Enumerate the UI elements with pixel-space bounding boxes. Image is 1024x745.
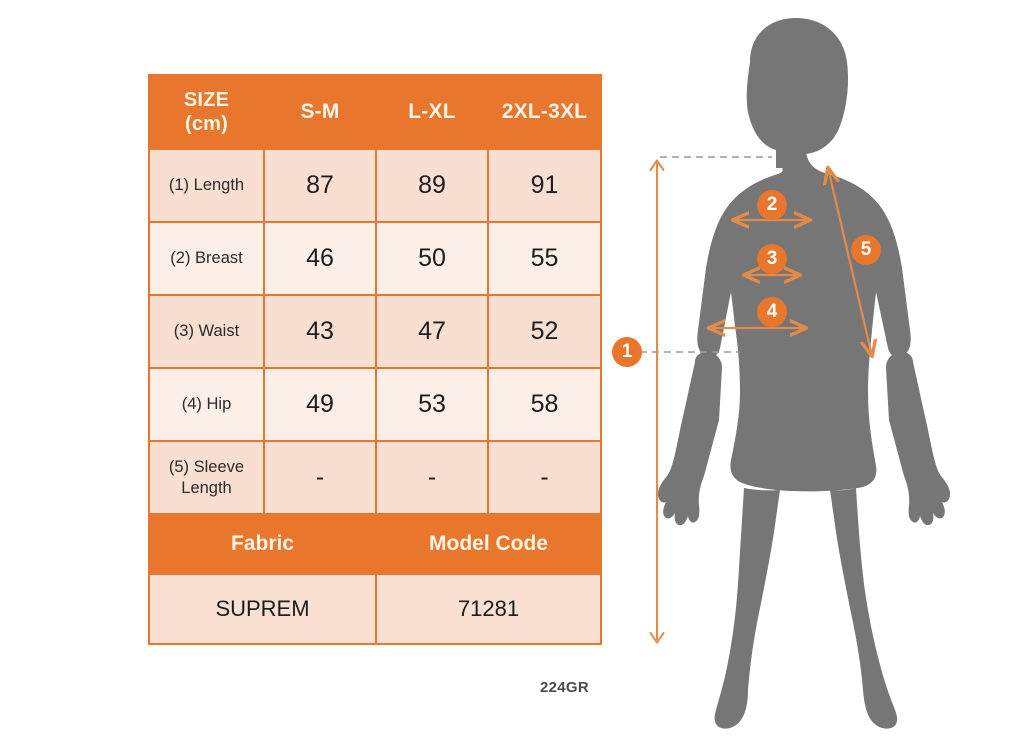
footer-header-fabric: Fabric: [150, 515, 375, 573]
footer-value-fabric: SUPREM: [150, 575, 375, 643]
cell-waist-2xl-3xl: 52: [489, 296, 600, 367]
size-table-header: SIZE (cm) S-M L-XL 2XL-3XL: [150, 76, 600, 148]
weight-caption: 224GR: [540, 679, 590, 696]
cell-sleeve-length-l-xl: -: [377, 442, 487, 513]
female-silhouette-icon: [658, 18, 950, 729]
row-label-sleeve-length: (5) Sleeve Length: [150, 442, 263, 513]
measurement-badge-5: 5: [851, 235, 881, 265]
length-arrowhead-bottom: [649, 632, 665, 644]
size-table-container: SIZE (cm) S-M L-XL 2XL-3XL (1) Length 87…: [148, 74, 602, 645]
cell-hip-l-xl: 53: [377, 369, 487, 440]
footer-header-model-code: Model Code: [377, 515, 600, 573]
cell-hip-s-m: 49: [265, 369, 375, 440]
cell-sleeve-length-2xl-3xl: -: [489, 442, 600, 513]
cell-hip-2xl-3xl: 58: [489, 369, 600, 440]
sleeve-length-measure-arrow: [828, 168, 872, 356]
table-row: (2) Breast 46 50 55: [150, 223, 600, 294]
header-col-l-xl: L-XL: [377, 76, 487, 148]
table-row: (3) Waist 43 47 52: [150, 296, 600, 367]
header-size-line2: (cm): [184, 113, 229, 135]
measurement-badge-1: 1: [612, 337, 642, 367]
length-arrowhead-top: [649, 159, 665, 171]
footer-header-row: Fabric Model Code: [150, 515, 600, 573]
female-silhouette-diagram: [640, 18, 950, 729]
header-size-label: SIZE (cm): [150, 76, 263, 148]
measurement-badge-3: 3: [757, 244, 787, 274]
cell-sleeve-length-s-m: -: [265, 442, 375, 513]
cell-breast-s-m: 46: [265, 223, 375, 294]
size-table-body: (1) Length 87 89 91 (2) Breast 46 50 55 …: [150, 150, 600, 643]
cell-breast-2xl-3xl: 55: [489, 223, 600, 294]
cell-waist-s-m: 43: [265, 296, 375, 367]
cell-length-2xl-3xl: 91: [489, 150, 600, 221]
header-col-2xl-3xl: 2XL-3XL: [489, 76, 600, 148]
cell-length-l-xl: 89: [377, 150, 487, 221]
row-label-breast: (2) Breast: [150, 223, 263, 294]
size-table: SIZE (cm) S-M L-XL 2XL-3XL (1) Length 87…: [148, 74, 602, 645]
footer-value-model-code: 71281: [377, 575, 600, 643]
row-label-hip: (4) Hip: [150, 369, 263, 440]
cell-waist-l-xl: 47: [377, 296, 487, 367]
header-size-line1: SIZE: [183, 88, 230, 111]
table-row: (4) Hip 49 53 58: [150, 369, 600, 440]
cell-breast-l-xl: 50: [377, 223, 487, 294]
table-row: (5) Sleeve Length - - -: [150, 442, 600, 513]
row-label-length: (1) Length: [150, 150, 263, 221]
measurement-badge-2: 2: [757, 190, 787, 220]
table-row: (1) Length 87 89 91: [150, 150, 600, 221]
header-row: SIZE (cm) S-M L-XL 2XL-3XL: [150, 76, 600, 148]
header-col-s-m: S-M: [265, 76, 375, 148]
row-label-waist: (3) Waist: [150, 296, 263, 367]
footer-value-row: SUPREM 71281: [150, 575, 600, 643]
measurement-badge-4: 4: [757, 297, 787, 327]
measurement-figure-panel: 1 2 3 4 5: [600, 0, 1024, 745]
cell-length-s-m: 87: [265, 150, 375, 221]
